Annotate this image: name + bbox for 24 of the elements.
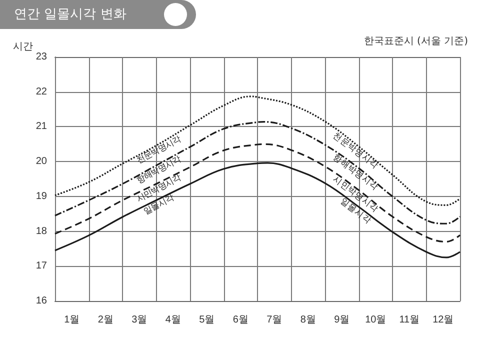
x-tick-label: 10월 <box>365 314 386 326</box>
y-tick-label: 23 <box>36 52 48 62</box>
x-tick-label: 12월 <box>432 314 454 326</box>
y-tick-label: 18 <box>36 226 48 237</box>
x-tick-label: 9월 <box>334 314 350 326</box>
x-tick-label: 1월 <box>64 314 80 326</box>
x-tick-label: 7월 <box>266 314 282 326</box>
y-axis-title: 시간 <box>13 42 33 53</box>
y-tick-label: 17 <box>36 260 48 272</box>
x-tick-label: 5월 <box>199 314 215 326</box>
x-tick-label: 2월 <box>98 314 114 326</box>
y-tick-label: 20 <box>36 156 48 168</box>
y-tick-label: 19 <box>36 190 48 202</box>
x-tick-label: 4월 <box>165 314 181 326</box>
line-series <box>54 121 461 224</box>
y-tick-label: 22 <box>36 86 48 98</box>
y-tick-label: 16 <box>36 296 48 306</box>
y-tick-label: 21 <box>36 121 48 132</box>
chart-title: 연간 일몰시각 변화 <box>0 0 196 29</box>
x-tick-label: 8월 <box>300 314 316 326</box>
x-tick-label: 3월 <box>132 314 148 326</box>
x-tick-label: 6월 <box>232 314 248 326</box>
x-tick-label: 11월 <box>399 314 420 326</box>
chart-subtitle: 한국표준시 (서울 기준) <box>364 35 468 48</box>
